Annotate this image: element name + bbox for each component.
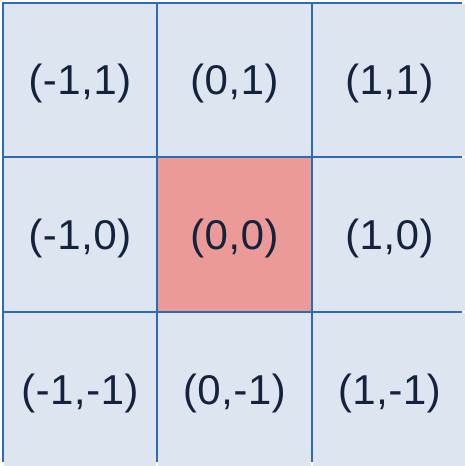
- grid-cell-1-1: (1,1): [313, 4, 465, 156]
- grid-cell-0-1: (0,1): [158, 4, 311, 156]
- grid-cell-0-0-center: (0,0): [158, 158, 311, 311]
- grid-cell-neg1-1: (-1,1): [4, 4, 156, 156]
- grid-cell-neg1-0: (-1,0): [4, 158, 156, 311]
- grid-cell-0-neg1: (0,-1): [158, 313, 311, 466]
- grid-cell-neg1-neg1: (-1,-1): [4, 313, 156, 466]
- grid-cell-1-neg1: (1,-1): [313, 313, 465, 466]
- grid-cell-1-0: (1,0): [313, 158, 465, 311]
